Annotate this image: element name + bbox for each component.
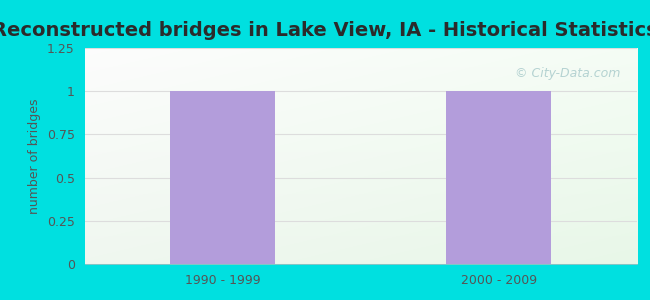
Text: © City-Data.com: © City-Data.com	[515, 68, 620, 80]
Y-axis label: number of bridges: number of bridges	[28, 98, 41, 214]
Bar	[447, 91, 551, 264]
Text: Reconstructed bridges in Lake View, IA - Historical Statistics: Reconstructed bridges in Lake View, IA -…	[0, 21, 650, 40]
Bar	[170, 91, 275, 264]
